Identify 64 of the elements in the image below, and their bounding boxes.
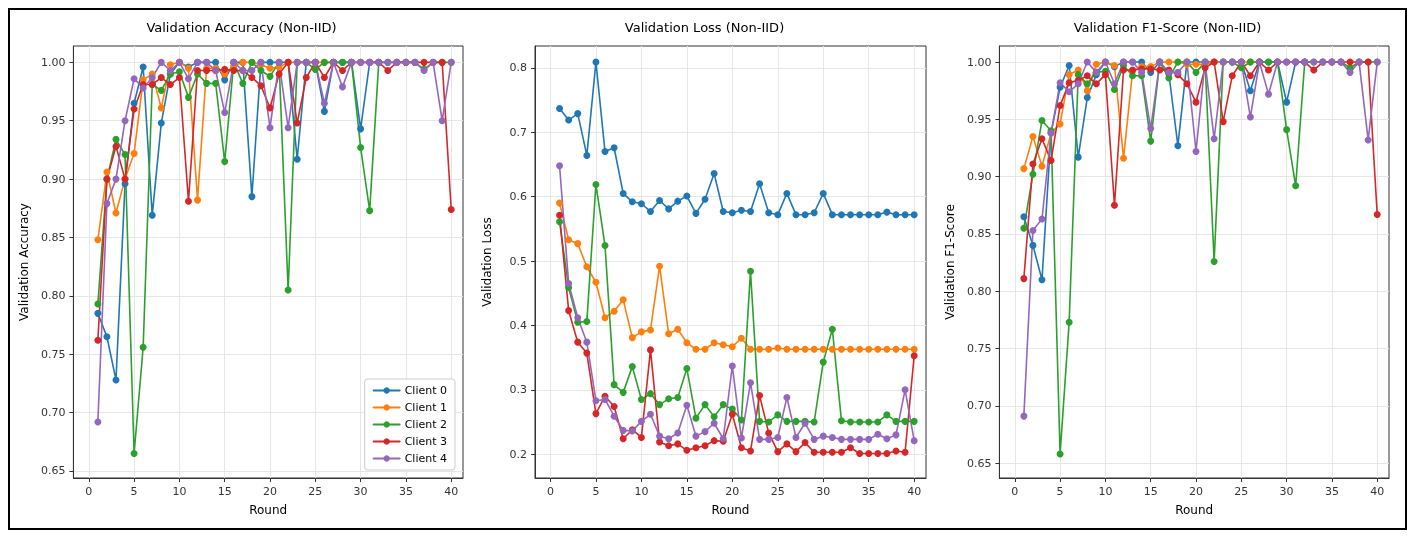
legend-label: Client 3: [404, 435, 447, 448]
y-tick-label: 1.00: [966, 55, 992, 69]
x-tick-label: 30: [1279, 485, 1294, 498]
x-tick-label: 0: [85, 485, 93, 498]
x-tick-label: 40: [444, 485, 459, 498]
x-tick-label: 0: [1011, 485, 1019, 498]
y-tick-label: 0.4: [509, 318, 527, 332]
x-tick-label: 20: [725, 485, 740, 498]
x-tick-label: 10: [1098, 485, 1113, 498]
chart-title: Validation Loss (Non-IID): [624, 20, 785, 35]
x-axis-title: Round: [1175, 503, 1214, 517]
legend-label: Client 1: [404, 401, 447, 414]
x-tick-label: 30: [816, 485, 831, 498]
y-tick-label: 0.80: [40, 289, 66, 303]
y-tick-label: 0.70: [966, 399, 992, 413]
y-tick-label: 0.6: [509, 190, 527, 204]
y-axis-title: Validation Loss: [480, 217, 494, 307]
x-tick-label: 5: [592, 485, 600, 498]
y-tick-label: 0.90: [40, 172, 66, 186]
x-tick-label: 20: [1189, 485, 1204, 498]
legend-label: Client 0: [404, 384, 447, 397]
x-tick-label: 10: [634, 485, 649, 498]
x-tick-label: 35: [861, 485, 876, 498]
y-tick-label: 0.75: [40, 347, 66, 361]
chart-title: Validation F1-Score (Non-IID): [1073, 20, 1262, 35]
x-tick-label: 5: [130, 485, 138, 498]
x-tick-label: 35: [1324, 485, 1339, 498]
y-tick-label: 0.95: [40, 114, 66, 128]
x-tick-label: 40: [1370, 485, 1385, 498]
x-tick-label: 15: [679, 485, 694, 498]
y-tick-label: 0.3: [509, 383, 527, 397]
y-tick-label: 1.00: [40, 55, 66, 69]
y-tick-label: 0.85: [966, 227, 992, 241]
y-tick-label: 0.7: [509, 125, 527, 139]
y-tick-label: 0.2: [509, 447, 527, 461]
x-axis-title: Round: [249, 503, 288, 517]
x-tick-label: 35: [398, 485, 413, 498]
y-tick-label: 0.85: [40, 230, 66, 244]
x-tick-label: 15: [217, 485, 232, 498]
y-tick-label: 0.8: [509, 61, 527, 75]
y-tick-label: 0.5: [509, 254, 527, 268]
x-tick-label: 30: [353, 485, 368, 498]
y-tick-label: 0.80: [966, 284, 992, 298]
x-tick-label: 20: [263, 485, 278, 498]
y-tick-label: 0.65: [966, 456, 992, 470]
y-tick-label: 0.95: [966, 112, 992, 126]
x-tick-label: 15: [1143, 485, 1158, 498]
x-tick-label: 0: [546, 485, 554, 498]
x-tick-label: 25: [308, 485, 323, 498]
y-tick-label: 0.70: [40, 406, 66, 420]
legend-label: Client 4: [404, 452, 447, 465]
y-tick-label: 0.75: [966, 342, 992, 356]
y-tick-label: 0.65: [40, 464, 66, 478]
x-tick-label: 40: [907, 485, 922, 498]
x-tick-label: 25: [770, 485, 785, 498]
x-tick-label: 10: [172, 485, 187, 498]
x-axis-title: Round: [711, 503, 750, 517]
y-axis-title: Validation Accuracy: [17, 203, 31, 321]
x-tick-label: 5: [1056, 485, 1064, 498]
y-tick-label: 0.90: [966, 170, 992, 184]
chart-title: Validation Accuracy (Non-IID): [146, 20, 337, 35]
y-axis-title: Validation F1-Score: [943, 204, 957, 320]
x-tick-label: 25: [1234, 485, 1249, 498]
legend-label: Client 2: [404, 418, 447, 431]
